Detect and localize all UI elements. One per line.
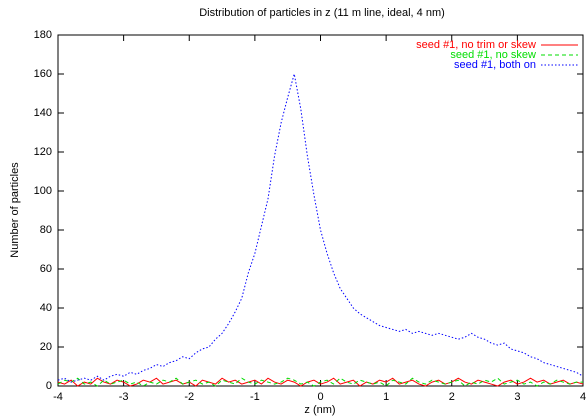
x-tick-label: -3 <box>119 391 129 403</box>
x-axis-label: z (nm) <box>304 404 335 416</box>
y-tick-label: 0 <box>46 380 52 392</box>
y-tick-label: 160 <box>34 68 52 80</box>
series-line <box>57 377 583 387</box>
x-tick-label: -4 <box>53 391 63 403</box>
x-tick-label: 1 <box>383 391 389 403</box>
x-tick-label: 0 <box>317 391 323 403</box>
y-tick-label: 100 <box>34 185 52 197</box>
y-tick-label: 60 <box>40 263 52 275</box>
y-tick-label: 180 <box>34 29 52 41</box>
chart-title: Distribution of particles in z (11 m lin… <box>199 7 445 19</box>
series-line <box>57 377 584 387</box>
y-tick-label: 20 <box>40 341 52 353</box>
x-tick-label: 2 <box>449 391 455 403</box>
y-tick-label: 80 <box>40 224 52 236</box>
y-tick-label: 40 <box>40 302 52 314</box>
x-tick-label: -2 <box>184 391 194 403</box>
y-tick-label: 140 <box>34 107 52 119</box>
y-tick-label: 120 <box>34 146 52 158</box>
legend-label: seed #1, no skew <box>450 49 536 61</box>
plot-frame <box>57 34 584 387</box>
legend-label: seed #1, both on <box>454 59 536 71</box>
x-tick-label: 3 <box>514 391 520 403</box>
x-tick-label: -1 <box>250 391 260 403</box>
legend-label: seed #1, no trim or skew <box>416 39 536 51</box>
x-tick-label: 4 <box>580 391 586 403</box>
y-axis-label: Number of particles <box>9 162 21 258</box>
series-line <box>57 73 584 383</box>
